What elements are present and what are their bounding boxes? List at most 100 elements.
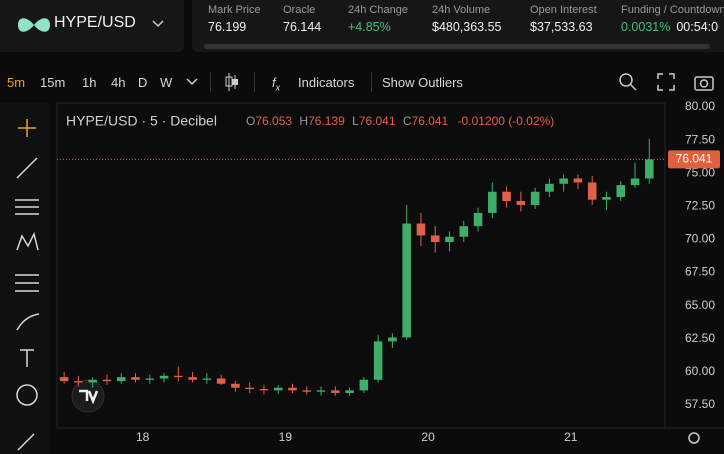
y-tick-label: 60.00 bbox=[685, 364, 715, 378]
candle-body bbox=[430, 235, 440, 243]
separator bbox=[371, 72, 372, 92]
stat-label: 24h Volume bbox=[432, 4, 491, 16]
c-label: C bbox=[403, 114, 412, 128]
pair-logo bbox=[18, 18, 50, 32]
timeframe[interactable]: 5m bbox=[7, 75, 26, 90]
stat-value-text: $480,363.55 bbox=[432, 20, 502, 34]
candle-body bbox=[88, 379, 97, 383]
candle-body bbox=[516, 201, 526, 205]
brush-tool[interactable] bbox=[16, 313, 40, 331]
l-label: L bbox=[352, 114, 359, 128]
candle-body bbox=[445, 236, 454, 243]
y-tick-label: 62.50 bbox=[685, 331, 715, 345]
candle-type[interactable] bbox=[224, 71, 240, 93]
candle-body bbox=[259, 389, 269, 391]
stat-value-text: +4.85% bbox=[348, 20, 391, 34]
alert-icon[interactable] bbox=[618, 72, 638, 92]
timeframe[interactable]: 4h bbox=[111, 75, 126, 90]
drawing-tools[interactable] bbox=[15, 119, 40, 451]
timeframe[interactable]: D bbox=[138, 75, 148, 90]
candle-body bbox=[174, 375, 183, 378]
candle-body bbox=[473, 212, 483, 227]
settings-icon[interactable] bbox=[688, 432, 700, 444]
open: 76.053 bbox=[255, 114, 292, 128]
stat-value-text: 0.0031% bbox=[621, 20, 671, 34]
candle-body bbox=[630, 178, 640, 186]
stat-label: Mark Price bbox=[208, 4, 261, 16]
ruler-tool[interactable] bbox=[17, 433, 35, 451]
market-stats: Mark Price 76.199 Oracle 76.144 24h Change +4… bbox=[192, 0, 724, 52]
timeframe[interactable]: W bbox=[160, 75, 173, 90]
separator bbox=[254, 72, 255, 92]
indicators-button[interactable]: Indicators bbox=[298, 75, 355, 90]
line-tool[interactable] bbox=[16, 157, 38, 179]
stat-value: 76.199 bbox=[208, 20, 261, 34]
countdown: 00:54:0 bbox=[676, 20, 719, 34]
fib-tool[interactable] bbox=[15, 199, 39, 215]
stat-value: +4.85% bbox=[348, 20, 408, 34]
candle-body bbox=[616, 185, 626, 198]
stat-label: Open Interest bbox=[530, 4, 597, 16]
candle-body bbox=[231, 383, 240, 388]
candle-body bbox=[459, 226, 469, 237]
last-price-label: 76.041 bbox=[676, 152, 713, 166]
stat-value: 0.0031% 00:54:0 bbox=[621, 20, 724, 34]
candle-body bbox=[573, 178, 583, 183]
candle-body bbox=[530, 191, 540, 205]
scrollbar[interactable] bbox=[204, 44, 710, 49]
stat-value-text: 76.144 bbox=[283, 20, 322, 34]
crosshair-tool[interactable] bbox=[18, 119, 36, 137]
candle-body bbox=[245, 387, 254, 390]
y-tick-label: 70.00 bbox=[685, 232, 715, 246]
candle-body bbox=[273, 387, 283, 391]
y-tick-label: 77.50 bbox=[685, 132, 715, 146]
low: 76.041 bbox=[359, 114, 396, 128]
stat: Oracle 76.144 bbox=[283, 4, 321, 34]
candle-body bbox=[388, 337, 397, 342]
candle-body bbox=[345, 390, 354, 394]
candle-body bbox=[416, 223, 426, 236]
o-label: O bbox=[246, 114, 255, 128]
candle-body bbox=[545, 183, 554, 192]
chevron bbox=[152, 20, 164, 28]
last-price-box bbox=[668, 150, 720, 169]
candle-body bbox=[502, 191, 511, 202]
snapshot-icon[interactable] bbox=[693, 72, 715, 92]
timeframe[interactable]: 1h bbox=[82, 75, 97, 90]
y-tick-label: 75.00 bbox=[685, 165, 715, 179]
y-tick-label: 72.50 bbox=[685, 198, 715, 212]
pair-name: HYPE/USD bbox=[54, 14, 136, 31]
stat-label: Oracle bbox=[283, 4, 316, 16]
candle-body bbox=[373, 341, 383, 380]
projection-tool[interactable] bbox=[15, 274, 39, 292]
y-tick-label: 65.00 bbox=[685, 298, 715, 312]
more-timeframes[interactable] bbox=[186, 78, 198, 86]
stat: Open Interest $37,533.63 bbox=[530, 4, 597, 34]
fullscreen-icon[interactable] bbox=[656, 72, 676, 92]
candle-body bbox=[145, 378, 155, 380]
plot-area bbox=[56, 102, 666, 429]
candle-body bbox=[488, 191, 497, 213]
x-tick-label: 20 bbox=[421, 430, 435, 444]
text-tool[interactable] bbox=[20, 349, 34, 367]
x-tick-label: 18 bbox=[136, 430, 150, 444]
chart-toolbar: fx Indicators Show Outliers 5m 15m 1h 4h D W bbox=[0, 62, 724, 102]
fx-icon: fx bbox=[272, 75, 281, 93]
candle-body bbox=[302, 390, 312, 392]
timeframe[interactable]: 15m bbox=[40, 75, 66, 90]
candle-body bbox=[59, 377, 69, 382]
pair-selector[interactable]: HYPE/USD bbox=[0, 0, 184, 52]
stat-value: $37,533.63 bbox=[530, 20, 597, 34]
stat-value-text: $37,533.63 bbox=[530, 20, 593, 34]
candle-body bbox=[288, 387, 297, 391]
candle-body bbox=[188, 377, 197, 380]
outliers-button[interactable]: Show Outliers bbox=[382, 75, 463, 90]
stat: Mark Price 76.199 bbox=[208, 4, 261, 34]
stat: 24h Volume $480,363.55 bbox=[432, 4, 502, 34]
emoji-tool[interactable] bbox=[16, 384, 38, 406]
pattern-tool[interactable] bbox=[16, 231, 39, 251]
tool-column bbox=[0, 103, 50, 454]
candle-body bbox=[216, 378, 226, 384]
candle-body bbox=[559, 178, 568, 184]
